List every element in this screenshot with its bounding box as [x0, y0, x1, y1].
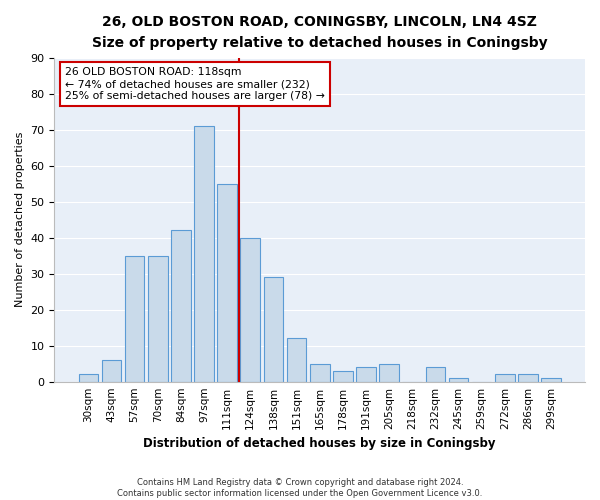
Bar	[379, 364, 399, 382]
Bar	[148, 256, 167, 382]
X-axis label: Distribution of detached houses by size in Coningsby: Distribution of detached houses by size …	[143, 437, 496, 450]
Text: 26 OLD BOSTON ROAD: 118sqm
← 74% of detached houses are smaller (232)
25% of sem: 26 OLD BOSTON ROAD: 118sqm ← 74% of deta…	[65, 68, 325, 100]
Bar	[217, 184, 237, 382]
Bar	[310, 364, 329, 382]
Bar	[333, 371, 353, 382]
Bar	[425, 368, 445, 382]
Bar	[171, 230, 191, 382]
Title: 26, OLD BOSTON ROAD, CONINGSBY, LINCOLN, LN4 4SZ
Size of property relative to de: 26, OLD BOSTON ROAD, CONINGSBY, LINCOLN,…	[92, 15, 548, 50]
Bar	[518, 374, 538, 382]
Y-axis label: Number of detached properties: Number of detached properties	[15, 132, 25, 308]
Bar	[125, 256, 145, 382]
Bar	[449, 378, 469, 382]
Bar	[263, 278, 283, 382]
Bar	[79, 374, 98, 382]
Bar	[541, 378, 561, 382]
Bar	[287, 338, 307, 382]
Bar	[101, 360, 121, 382]
Bar	[495, 374, 515, 382]
Bar	[194, 126, 214, 382]
Text: Contains HM Land Registry data © Crown copyright and database right 2024.
Contai: Contains HM Land Registry data © Crown c…	[118, 478, 482, 498]
Bar	[356, 368, 376, 382]
Bar	[241, 238, 260, 382]
